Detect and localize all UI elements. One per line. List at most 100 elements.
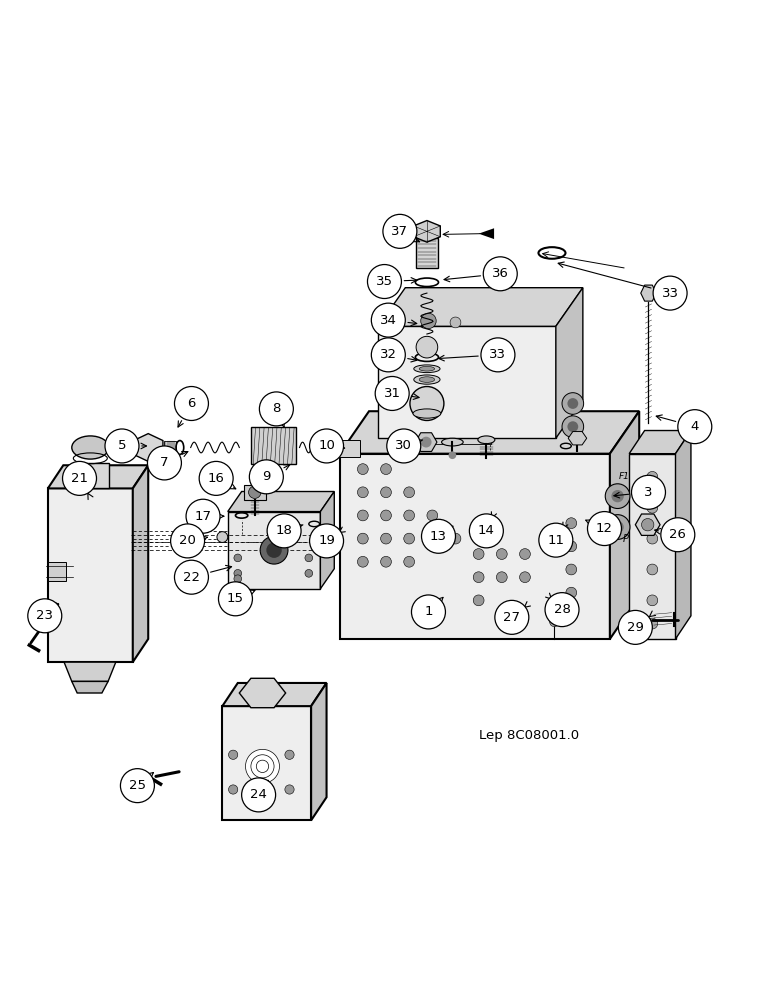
Circle shape bbox=[483, 257, 517, 291]
Polygon shape bbox=[676, 431, 691, 639]
Circle shape bbox=[566, 541, 577, 552]
Text: 17: 17 bbox=[195, 510, 212, 523]
Circle shape bbox=[653, 276, 687, 310]
Text: 1: 1 bbox=[424, 605, 433, 618]
Polygon shape bbox=[64, 662, 116, 681]
Circle shape bbox=[305, 554, 313, 562]
Circle shape bbox=[367, 265, 401, 299]
Text: 31: 31 bbox=[384, 387, 401, 400]
Circle shape bbox=[496, 572, 507, 583]
Text: 25: 25 bbox=[129, 779, 146, 792]
Circle shape bbox=[259, 392, 293, 426]
Polygon shape bbox=[133, 465, 148, 662]
Circle shape bbox=[539, 523, 573, 557]
Circle shape bbox=[661, 518, 695, 552]
Polygon shape bbox=[320, 492, 334, 589]
Polygon shape bbox=[48, 562, 66, 581]
FancyBboxPatch shape bbox=[164, 441, 176, 454]
Text: 23: 23 bbox=[36, 609, 53, 622]
Polygon shape bbox=[414, 221, 440, 242]
Text: 15: 15 bbox=[227, 592, 244, 605]
Circle shape bbox=[242, 778, 276, 812]
FancyBboxPatch shape bbox=[338, 440, 360, 457]
Text: 7: 7 bbox=[160, 456, 169, 469]
Circle shape bbox=[371, 338, 405, 372]
Text: 22: 22 bbox=[183, 571, 200, 584]
Circle shape bbox=[105, 429, 139, 463]
Circle shape bbox=[63, 461, 96, 495]
Circle shape bbox=[450, 317, 461, 328]
Circle shape bbox=[473, 572, 484, 583]
Circle shape bbox=[147, 446, 181, 480]
Ellipse shape bbox=[419, 366, 435, 371]
Text: F1: F1 bbox=[618, 472, 629, 481]
FancyBboxPatch shape bbox=[244, 485, 266, 500]
Circle shape bbox=[611, 521, 624, 533]
Circle shape bbox=[199, 461, 233, 495]
Circle shape bbox=[381, 533, 391, 544]
Circle shape bbox=[520, 549, 530, 559]
Text: 12: 12 bbox=[596, 522, 613, 535]
Circle shape bbox=[605, 484, 630, 508]
Circle shape bbox=[427, 533, 438, 544]
Text: 18: 18 bbox=[276, 524, 293, 537]
Circle shape bbox=[421, 313, 436, 329]
Circle shape bbox=[404, 556, 415, 567]
Text: 30: 30 bbox=[395, 439, 412, 452]
Polygon shape bbox=[311, 683, 327, 820]
Circle shape bbox=[449, 451, 456, 459]
Circle shape bbox=[422, 519, 455, 553]
Text: 3: 3 bbox=[644, 486, 653, 499]
Text: 27: 27 bbox=[503, 611, 520, 624]
Circle shape bbox=[371, 303, 405, 337]
Circle shape bbox=[469, 514, 503, 548]
Text: P: P bbox=[622, 534, 628, 544]
Circle shape bbox=[416, 336, 438, 358]
Text: Lep 8C08001.0: Lep 8C08001.0 bbox=[479, 729, 579, 742]
Circle shape bbox=[545, 593, 579, 627]
Text: 8: 8 bbox=[273, 402, 280, 415]
Circle shape bbox=[357, 464, 368, 475]
Circle shape bbox=[647, 502, 658, 513]
Circle shape bbox=[647, 564, 658, 575]
Text: 34: 34 bbox=[380, 314, 397, 327]
Circle shape bbox=[171, 524, 205, 558]
Ellipse shape bbox=[478, 436, 495, 444]
Circle shape bbox=[647, 533, 658, 544]
Circle shape bbox=[285, 750, 294, 759]
Polygon shape bbox=[228, 512, 320, 589]
Circle shape bbox=[631, 475, 665, 509]
Ellipse shape bbox=[442, 438, 463, 446]
Circle shape bbox=[186, 499, 220, 533]
Circle shape bbox=[229, 785, 238, 794]
Circle shape bbox=[411, 595, 445, 629]
Ellipse shape bbox=[413, 409, 441, 418]
Circle shape bbox=[249, 460, 283, 494]
Polygon shape bbox=[610, 411, 639, 639]
Circle shape bbox=[285, 785, 294, 794]
Polygon shape bbox=[641, 285, 656, 301]
Polygon shape bbox=[635, 514, 660, 535]
Text: 36: 36 bbox=[492, 267, 509, 280]
Circle shape bbox=[381, 487, 391, 498]
Polygon shape bbox=[629, 431, 691, 454]
Text: 21: 21 bbox=[71, 472, 88, 485]
Text: 35: 35 bbox=[376, 275, 393, 288]
Circle shape bbox=[404, 510, 415, 521]
Circle shape bbox=[387, 429, 421, 463]
Text: 28: 28 bbox=[554, 603, 571, 616]
FancyBboxPatch shape bbox=[72, 463, 109, 488]
Polygon shape bbox=[48, 488, 133, 662]
Polygon shape bbox=[340, 454, 610, 639]
Text: 11: 11 bbox=[547, 534, 564, 547]
Circle shape bbox=[495, 600, 529, 634]
Text: 14: 14 bbox=[478, 524, 495, 537]
Text: 9: 9 bbox=[262, 470, 270, 483]
Circle shape bbox=[647, 595, 658, 606]
Circle shape bbox=[567, 398, 578, 409]
Circle shape bbox=[473, 595, 484, 606]
Circle shape bbox=[473, 549, 484, 559]
Circle shape bbox=[520, 572, 530, 583]
Polygon shape bbox=[222, 683, 327, 706]
Text: 33: 33 bbox=[489, 348, 506, 361]
